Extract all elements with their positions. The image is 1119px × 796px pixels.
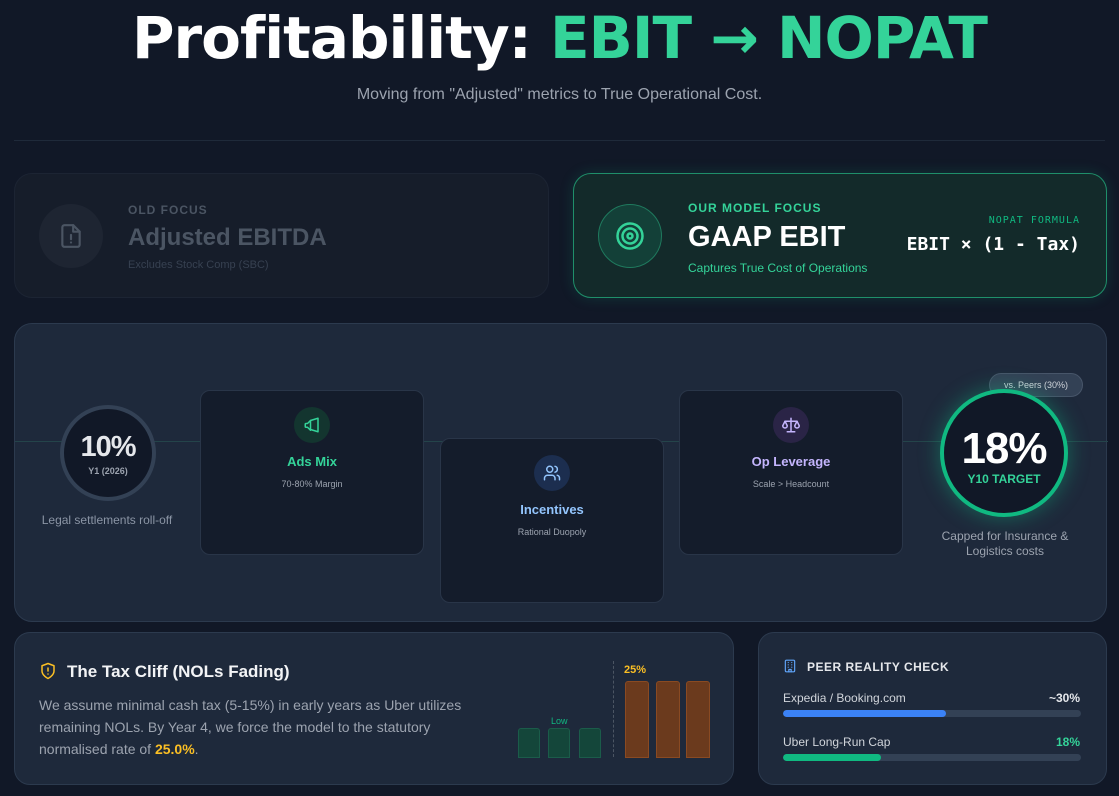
tax-cliff-title: The Tax Cliff (NOLs Fading)	[67, 662, 290, 681]
tax-bar-low	[579, 728, 601, 758]
tax-cliff-body: We assume minimal cash tax (5-15%) in ea…	[39, 694, 479, 760]
tax-body-suffix: .	[194, 741, 199, 757]
page-subtitle: Moving from "Adjusted" metrics to True O…	[356, 86, 763, 103]
target-icon	[598, 204, 662, 268]
old-focus-subtitle: Excludes Stock Comp (SBC)	[128, 259, 269, 271]
driver-title: Incentives	[520, 502, 584, 517]
tax-bar-high	[686, 681, 710, 758]
target-margin-label: Y10 TARGET	[967, 472, 1041, 486]
shield-alert-icon	[39, 661, 57, 681]
users-icon	[534, 455, 570, 491]
tax-cliff-divider	[613, 661, 614, 757]
peer-check-title: PEER REALITY CHECK	[807, 660, 950, 674]
target-margin-circle: 18% Y10 TARGET	[940, 389, 1068, 517]
peer-row-label: Expedia / Booking.com	[783, 691, 906, 705]
building-icon	[783, 658, 797, 674]
peer-row-value: 18%	[1055, 735, 1080, 749]
old-focus-label: OLD FOCUS	[128, 203, 208, 217]
low-tax-label: Low	[551, 716, 568, 726]
margin-journey-panel: 10% Y1 (2026) Legal settlements roll-off…	[14, 323, 1108, 622]
tax-rate-highlight: 25.0%	[154, 741, 195, 757]
start-margin-circle: 10% Y1 (2026)	[60, 405, 156, 501]
driver-subtitle: Scale > Headcount	[752, 479, 830, 489]
start-margin-note: Legal settlements roll-off	[41, 513, 173, 527]
start-margin-year: Y1 (2026)	[88, 465, 128, 476]
file-alert-icon	[39, 204, 103, 268]
page-title: Profitability: EBIT → NOPAT	[0, 4, 1119, 72]
model-focus-card: OUR MODEL FOCUS GAAP EBIT Captures True …	[573, 173, 1107, 298]
tax-bar-low	[518, 728, 540, 758]
driver-card-incentives: Incentives Rational Duopoly	[440, 438, 664, 603]
peer-row-fill	[783, 710, 946, 717]
driver-title: Op Leverage	[751, 454, 831, 469]
model-focus-label: OUR MODEL FOCUS	[688, 201, 822, 215]
model-focus-subtitle: Captures True Cost of Operations	[688, 261, 868, 275]
driver-card-op-leverage: Op Leverage Scale > Headcount	[679, 390, 903, 555]
target-margin-value: 18%	[961, 424, 1047, 473]
start-margin-value: 10%	[80, 430, 136, 463]
driver-subtitle: Rational Duopoly	[517, 527, 587, 537]
tax-bar-high	[625, 681, 649, 758]
driver-card-ads-mix: Ads Mix 70-80% Margin	[200, 390, 424, 555]
peer-row-track	[783, 754, 1081, 761]
peer-row-label: Uber Long-Run Cap	[783, 735, 891, 749]
old-focus-title: Adjusted EBITDA	[128, 224, 327, 251]
tax-cliff-card: The Tax Cliff (NOLs Fading) We assume mi…	[14, 632, 734, 785]
peer-comparison-pill: vs. Peers (30%)	[989, 373, 1083, 397]
tax-body-text: We assume minimal cash tax (5-15%) in ea…	[39, 697, 462, 757]
model-focus-title: GAAP EBIT	[688, 221, 846, 253]
peer-reality-check-card: PEER REALITY CHECK Expedia / Booking.com…	[758, 632, 1107, 785]
peer-row-track	[783, 710, 1081, 717]
peer-row-value: ~30%	[1048, 691, 1080, 705]
high-tax-label: 25%	[624, 664, 647, 676]
formula-label: NOPAT FORMULA	[988, 215, 1080, 226]
peer-row-fill	[783, 754, 881, 761]
tax-bar-low	[548, 728, 570, 758]
target-margin-note: Capped for Insurance & Logistics costs	[941, 529, 1069, 558]
driver-title: Ads Mix	[287, 454, 337, 469]
scale-icon	[773, 407, 809, 443]
title-main: Profitability:	[132, 4, 551, 72]
old-focus-card: OLD FOCUS Adjusted EBITDA Excludes Stock…	[14, 173, 549, 298]
megaphone-icon	[294, 407, 330, 443]
driver-subtitle: 70-80% Margin	[281, 479, 343, 489]
header-divider	[14, 140, 1105, 141]
title-accent: EBIT → NOPAT	[550, 4, 988, 72]
nopat-formula: EBIT × (1 - Tax)	[906, 234, 1080, 255]
tax-bar-high	[656, 681, 680, 758]
